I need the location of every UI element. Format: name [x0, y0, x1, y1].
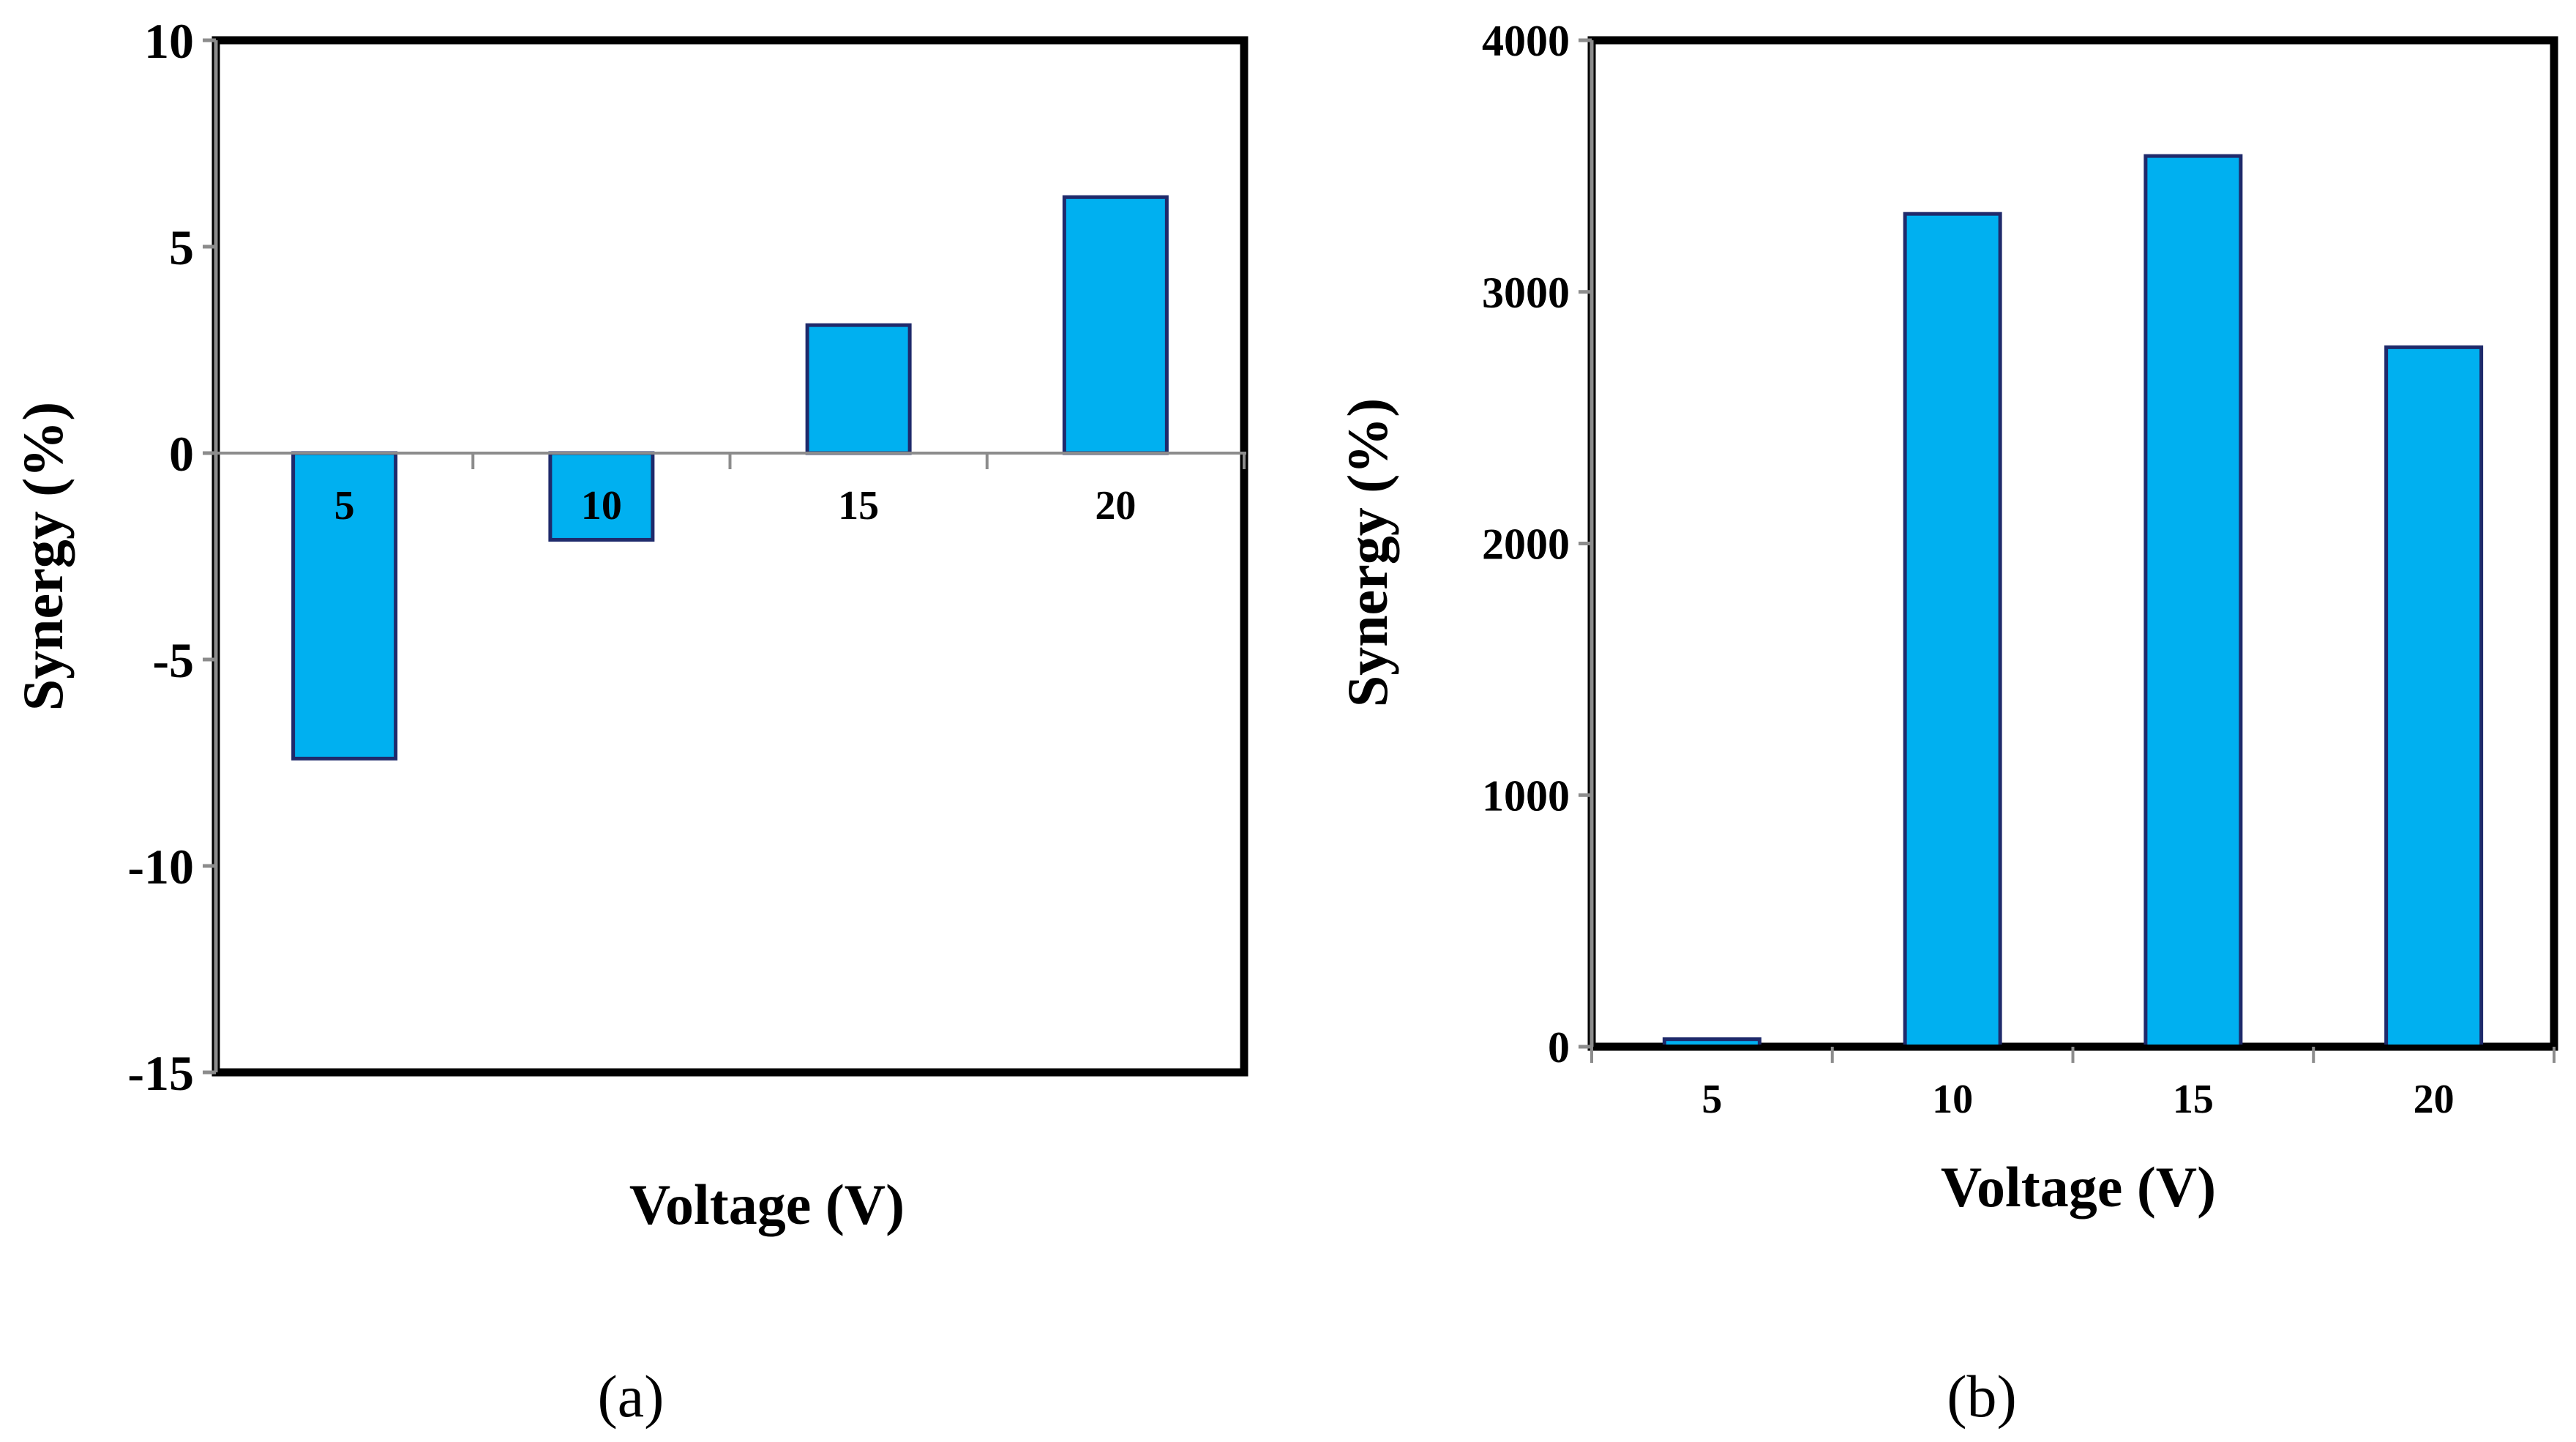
- bar-15v: [2143, 154, 2243, 1049]
- bars-group-a: [291, 195, 1169, 761]
- bar-20v: [2384, 345, 2484, 1049]
- x-tick-label: 10: [1932, 1077, 1973, 1122]
- y-ticks-b: 4000 3000 2000 1000 0: [1482, 17, 1592, 1072]
- x-tick-label: 20: [1095, 483, 1136, 528]
- y-tick-label: 2000: [1482, 520, 1570, 569]
- x-tick-label: 5: [1701, 1077, 1722, 1122]
- y-tick-label: 4000: [1482, 17, 1570, 65]
- chart-panel-a: 10 5 0 -5 -10 -15 5 10 15 20 Voltage (V) Synergy…: [11, 13, 1248, 1430]
- bar-15v: [805, 323, 912, 455]
- y-axis-label-a: Synergy (%): [11, 402, 75, 711]
- bar-10v: [548, 451, 655, 542]
- y-tick-label: -15: [127, 1045, 194, 1101]
- bar-20v: [1062, 195, 1169, 455]
- y-tick-label: 5: [169, 220, 194, 275]
- y-tick-label: 0: [1548, 1023, 1570, 1072]
- y-tick-label: 3000: [1482, 269, 1570, 317]
- y-tick-label: 10: [144, 13, 194, 69]
- x-axis-label-a: Voltage (V): [629, 1173, 905, 1236]
- bars-group-b: [1662, 154, 2484, 1049]
- x-axis-label-b: Voltage (V): [1941, 1155, 2216, 1219]
- y-tick-label: 1000: [1482, 772, 1570, 820]
- y-tick-label: -5: [152, 632, 194, 688]
- y-axis-label-b: Synergy (%): [1336, 398, 1399, 707]
- x-tick-label: 20: [2414, 1077, 2455, 1122]
- x-tick-label: 15: [2173, 1077, 2214, 1122]
- panel-caption-b: (b): [1947, 1363, 2017, 1430]
- x-ticks-b: 5 10 15 20: [1590, 1047, 2556, 1122]
- chart-panel-b: 4000 3000 2000 1000 0 5 10 15 20 Voltage (V) Sy…: [1336, 17, 2558, 1430]
- y-ticks-a: 10 5 0 -5 -10 -15: [127, 13, 216, 1101]
- panel-caption-a: (a): [597, 1363, 664, 1430]
- y-tick-label: 0: [169, 426, 194, 482]
- y-tick-label: -10: [127, 839, 194, 894]
- x-tick-label: 10: [581, 483, 622, 528]
- bar-10v: [1903, 212, 2002, 1049]
- x-ticks-a: 5 10 15 20: [214, 453, 1246, 528]
- x-tick-label: 5: [334, 483, 355, 528]
- x-tick-label: 15: [838, 483, 879, 528]
